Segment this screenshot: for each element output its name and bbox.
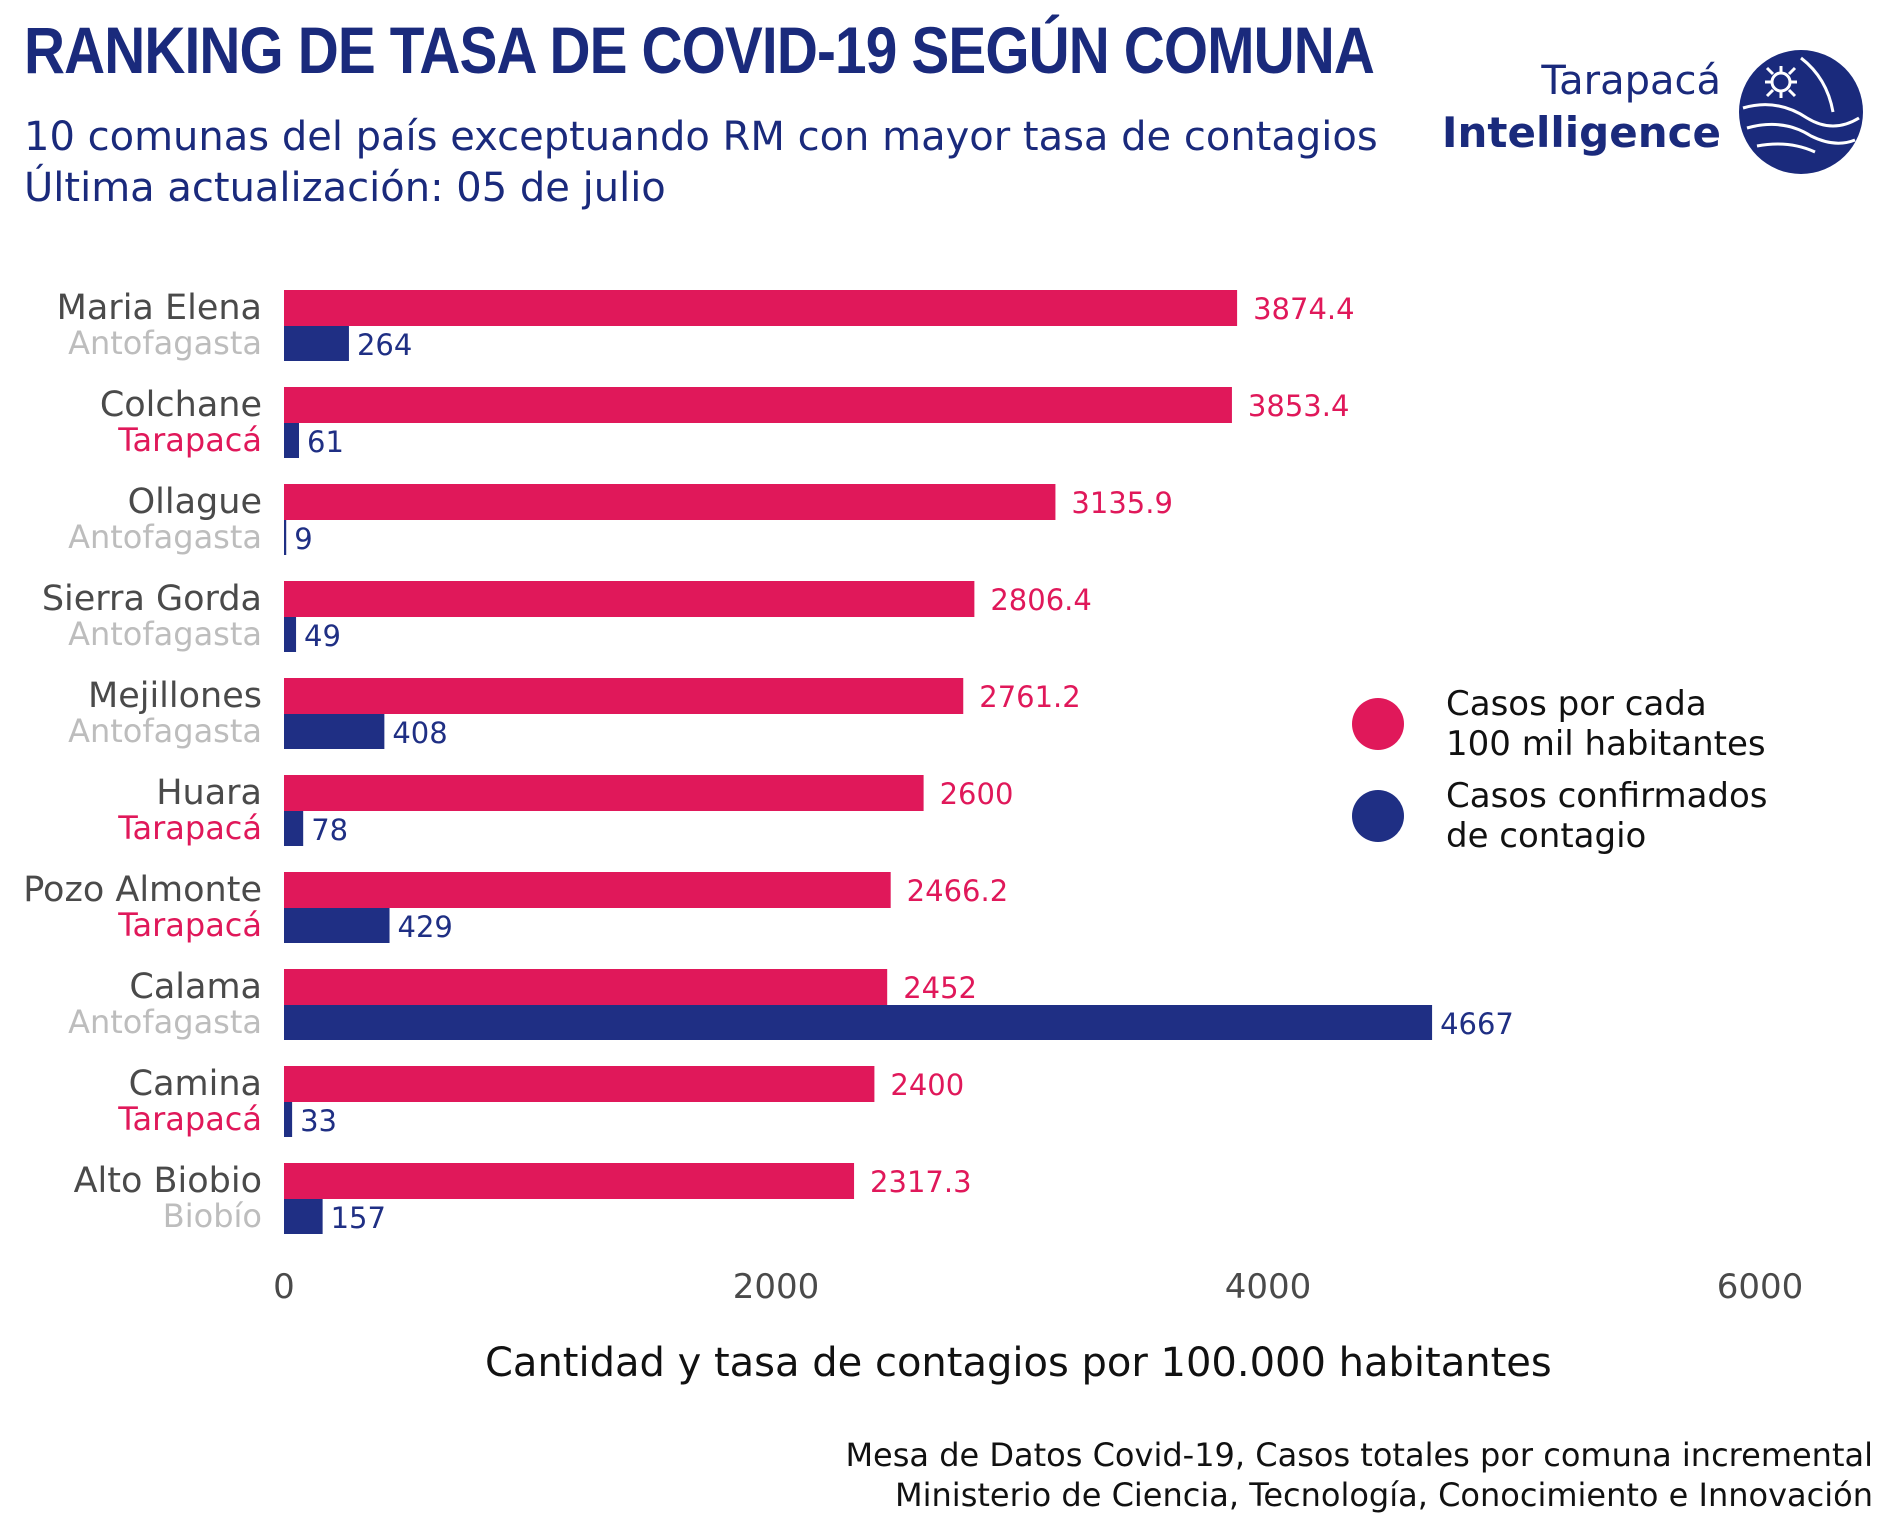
cases-bar (284, 1005, 1433, 1040)
last-update-text: Última actualización: 05 de julio (24, 165, 666, 211)
cases-value-label: 9 (294, 522, 312, 556)
cases-bar (284, 617, 297, 652)
rate-bar (284, 1066, 875, 1102)
category-label: Camina (129, 1064, 262, 1104)
rate-value-label: 3874.4 (1253, 292, 1354, 326)
region-label: Antofagasta (68, 615, 262, 653)
chart-subtitle: 10 comunas del país exceptuando RM con m… (24, 114, 1378, 160)
region-label: Antofagasta (68, 518, 262, 556)
rate-value-label: 2400 (890, 1068, 964, 1102)
legend-cases-label-line1: Casos confirmados (1446, 776, 1768, 816)
region-label: Tarapacá (117, 906, 262, 944)
cases-value-label: 408 (392, 716, 447, 750)
cases-bar (284, 1199, 323, 1234)
logo-text-intelligence: Intelligence (1441, 108, 1721, 157)
cases-bar (284, 1102, 293, 1137)
legend-rate-label-line2: 100 mil habitantes (1446, 724, 1766, 764)
rate-bar (284, 290, 1238, 326)
cases-value-label: 157 (331, 1201, 386, 1235)
rate-value-label: 2806.4 (990, 583, 1091, 617)
source-line-2: Ministerio de Ciencia, Tecnología, Conoc… (895, 1476, 1873, 1514)
category-label: Sierra Gorda (42, 579, 262, 619)
rate-value-label: 2452 (903, 971, 977, 1005)
rate-bar (284, 678, 964, 714)
category-label: Calama (129, 967, 262, 1007)
logo-text-tarapaca: Tarapacá (1541, 58, 1721, 104)
category-label: Colchane (100, 385, 262, 425)
region-label: Antofagasta (68, 324, 262, 362)
legend-cases-swatch (1352, 790, 1404, 842)
category-label: Ollague (128, 482, 262, 522)
region-label: Tarapacá (117, 809, 262, 847)
cases-bar (284, 908, 390, 943)
cases-bar (284, 520, 287, 555)
cases-value-label: 78 (311, 813, 348, 847)
rate-value-label: 3853.4 (1248, 389, 1349, 423)
cases-bar (284, 811, 304, 846)
rate-value-label: 2466.2 (907, 874, 1008, 908)
legend-rate-swatch (1352, 698, 1404, 750)
legend-rate-label-line1: Casos por cada (1446, 684, 1707, 724)
cases-value-label: 49 (304, 619, 341, 653)
x-tick-label: 0 (273, 1267, 295, 1307)
rate-bar (284, 872, 891, 908)
category-label: Maria Elena (57, 288, 262, 328)
rate-value-label: 3135.9 (1071, 486, 1172, 520)
cases-value-label: 61 (307, 425, 344, 459)
region-label: Tarapacá (117, 421, 262, 459)
rate-bar (284, 484, 1056, 520)
region-label: Antofagasta (68, 712, 262, 750)
rate-value-label: 2600 (940, 777, 1014, 811)
rate-bar (284, 969, 888, 1005)
cases-value-label: 4667 (1440, 1007, 1514, 1041)
category-label: Mejillones (88, 676, 262, 716)
region-label: Tarapacá (117, 1100, 262, 1138)
category-label: Alto Biobio (74, 1161, 262, 1201)
rate-value-label: 2761.2 (979, 680, 1080, 714)
source-line-1: Mesa de Datos Covid-19, Casos totales po… (845, 1436, 1873, 1474)
globe-logo-icon (1739, 50, 1863, 174)
rate-bar (284, 1163, 855, 1199)
rate-bar (284, 775, 924, 811)
cases-value-label: 33 (300, 1104, 337, 1138)
x-tick-label: 2000 (733, 1267, 820, 1307)
x-tick-label: 4000 (1225, 1267, 1312, 1307)
chart-title: RANKING DE TASA DE COVID-19 SEGÚN COMUNA (24, 13, 1375, 87)
cases-bar (284, 326, 349, 361)
legend-rate-label: Casos por cada 100 mil habitantes (1446, 684, 1826, 764)
region-label: Biobío (163, 1197, 262, 1235)
legend-cases-label: Casos confirmados de contagio (1446, 776, 1826, 856)
legend-cases-label-line2: de contagio (1446, 816, 1647, 856)
rate-bar (284, 387, 1232, 423)
cases-bar (284, 423, 300, 458)
category-label: Pozo Almonte (23, 870, 262, 910)
cases-value-label: 429 (398, 910, 453, 944)
cases-bar (284, 714, 385, 749)
rate-value-label: 2317.3 (870, 1165, 971, 1199)
cases-value-label: 264 (357, 328, 412, 362)
rate-bar (284, 581, 975, 617)
x-tick-label: 6000 (1717, 1267, 1804, 1307)
x-axis-title: Cantidad y tasa de contagios por 100.000… (485, 1340, 1552, 1386)
category-label: Huara (156, 773, 262, 813)
region-label: Antofagasta (68, 1003, 262, 1041)
